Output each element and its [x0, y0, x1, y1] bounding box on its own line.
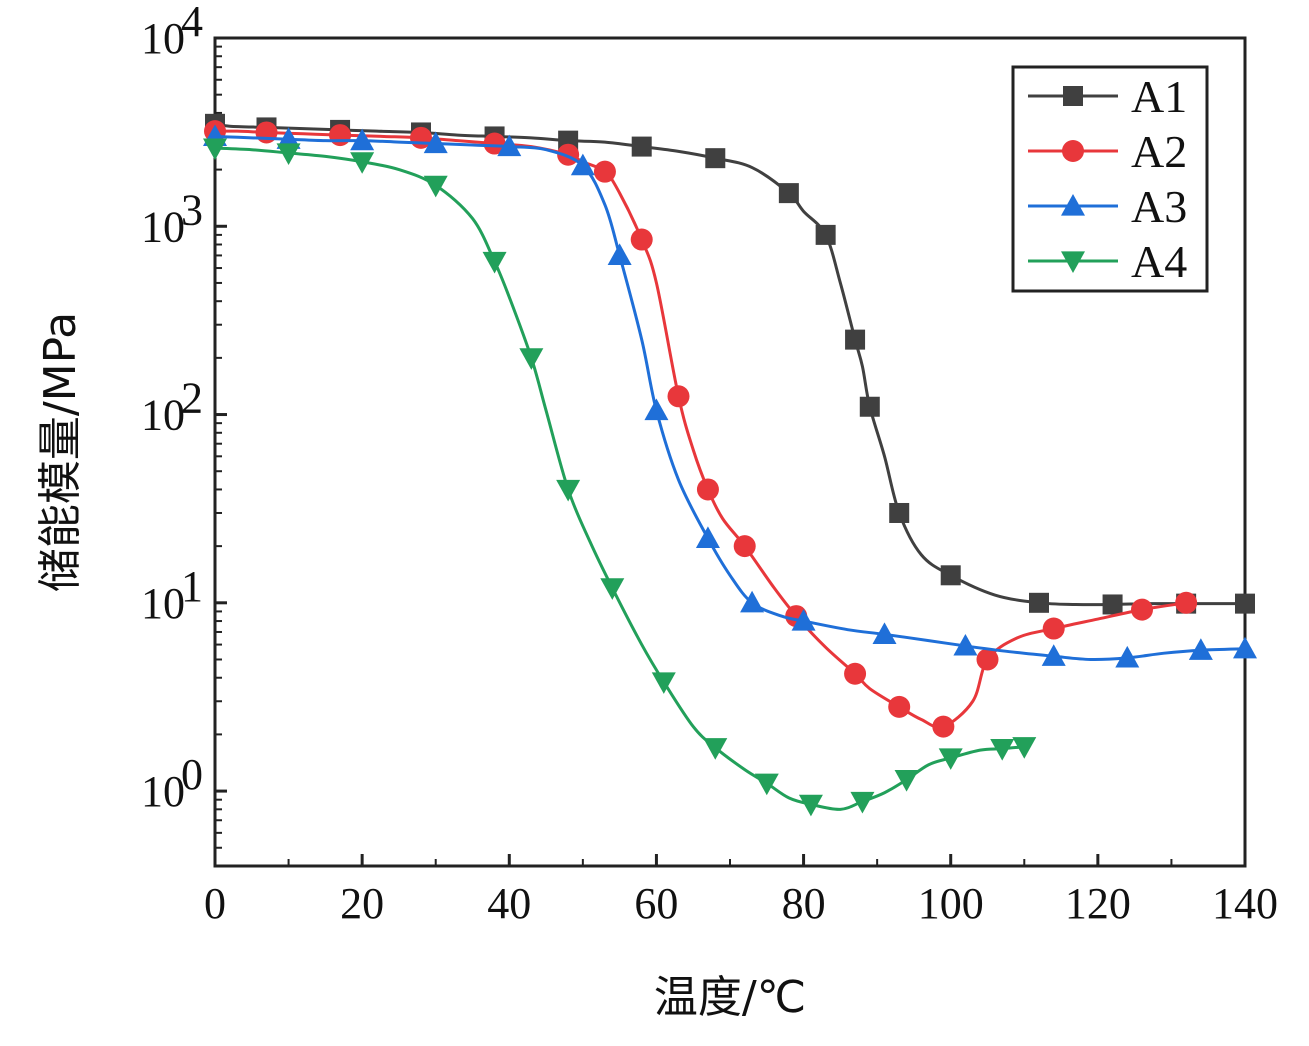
data-point-a4 — [423, 175, 448, 198]
data-point-a2 — [593, 160, 616, 183]
y-tick-base: 10 — [141, 202, 185, 251]
data-point-a4 — [754, 773, 779, 796]
data-point-a1 — [940, 565, 961, 586]
y-tick-exponent: 4 — [181, 0, 203, 46]
x-tick-label: 120 — [1065, 879, 1131, 928]
data-point-a1 — [1029, 592, 1049, 613]
data-point-a2 — [888, 695, 911, 718]
data-point-a4 — [600, 578, 625, 600]
data-point-a1 — [859, 396, 880, 417]
legend-label-a3: A3 — [1131, 181, 1187, 232]
data-point-a1 — [815, 224, 836, 245]
data-point-a4 — [482, 251, 507, 274]
x-tick-label: 100 — [918, 879, 984, 928]
series-line-a3 — [214, 134, 1246, 662]
y-tick-label: 10 — [141, 767, 185, 816]
y-tick-base: 10 — [141, 579, 185, 628]
y-tick-base: 10 — [141, 14, 185, 63]
data-point-a4 — [276, 143, 301, 166]
data-point-a1 — [889, 502, 910, 523]
legend-label-a1: A1 — [1131, 71, 1187, 122]
data-point-a2 — [1175, 591, 1198, 614]
x-tick-label: 140 — [1212, 879, 1278, 928]
data-point-a3 — [423, 131, 448, 154]
data-point-a3 — [695, 526, 720, 548]
x-tick-label: 60 — [634, 879, 678, 928]
data-point-a2 — [976, 648, 999, 671]
data-point-a2 — [696, 478, 719, 501]
y-tick-exponent: 0 — [181, 750, 203, 799]
legend-marker — [1063, 86, 1083, 106]
series-layer — [203, 113, 1257, 817]
data-point-a3 — [872, 622, 897, 644]
y-tick-exponent: 1 — [181, 562, 203, 611]
data-point-a2 — [630, 228, 653, 251]
legend-marker — [1061, 251, 1085, 273]
data-point-a4 — [651, 672, 676, 694]
x-tick-label: 40 — [487, 879, 531, 928]
data-point-a3 — [570, 153, 595, 176]
x-tick-label: 0 — [204, 879, 226, 928]
data-point-a3 — [1233, 636, 1257, 659]
data-point-a1 — [631, 136, 652, 157]
data-point-a1 — [845, 329, 866, 350]
data-point-a4 — [990, 739, 1015, 761]
y-tick-label: 10 — [141, 579, 185, 628]
series-line-a1 — [214, 122, 1245, 607]
data-point-a3 — [350, 128, 375, 151]
data-point-a4 — [556, 479, 581, 502]
data-point-a4 — [850, 791, 875, 814]
x-tick-label: 80 — [782, 879, 826, 928]
y-tick-exponent: 3 — [181, 185, 203, 234]
data-point-a2 — [1042, 617, 1065, 640]
data-point-a1 — [1102, 594, 1123, 615]
x-axis-title: 温度/℃ — [654, 972, 806, 1023]
data-point-a3 — [607, 243, 632, 266]
y-tick-label: 10 — [141, 202, 185, 251]
y-tick-exponent: 2 — [181, 374, 203, 423]
y-tick-base: 10 — [141, 767, 185, 816]
data-point-a1 — [1235, 593, 1255, 614]
data-point-a4 — [938, 748, 963, 770]
y-tick-label: 10 — [141, 14, 185, 63]
data-point-a3 — [791, 609, 816, 631]
data-point-a2 — [733, 535, 756, 558]
y-tick-base: 10 — [141, 391, 185, 440]
data-point-a4 — [798, 794, 823, 817]
data-point-a4 — [703, 738, 728, 760]
y-axis-title: 储能模量/MPa — [35, 312, 86, 592]
y-tick-label: 10 — [141, 391, 185, 440]
data-point-a4 — [350, 152, 375, 174]
data-point-a2 — [844, 662, 867, 685]
legend-box — [1011, 65, 1209, 293]
data-point-a4 — [1012, 737, 1037, 759]
data-point-a1 — [778, 183, 799, 204]
data-point-a4 — [203, 138, 227, 161]
data-point-a4 — [519, 348, 544, 370]
series-a4 — [203, 138, 1037, 817]
data-point-a3 — [644, 398, 669, 421]
data-point-a1 — [705, 148, 726, 169]
data-point-a3 — [1188, 638, 1213, 660]
legend-marker — [1061, 194, 1085, 216]
legend-label-a4: A4 — [1131, 236, 1187, 287]
data-point-a2 — [329, 124, 352, 147]
data-point-a3 — [497, 134, 522, 157]
data-point-a3 — [1041, 644, 1066, 666]
data-point-a3 — [1115, 645, 1140, 668]
data-point-a4 — [894, 770, 919, 792]
data-point-a3 — [953, 633, 978, 656]
x-tick-label: 20 — [340, 879, 384, 928]
data-point-a2 — [667, 385, 690, 408]
data-point-a2 — [932, 715, 955, 738]
legend-label-a2: A2 — [1131, 126, 1187, 177]
legend-marker — [1062, 140, 1084, 162]
data-point-a2 — [1131, 598, 1153, 621]
data-point-a2 — [483, 132, 506, 155]
data-point-a3 — [740, 590, 765, 613]
